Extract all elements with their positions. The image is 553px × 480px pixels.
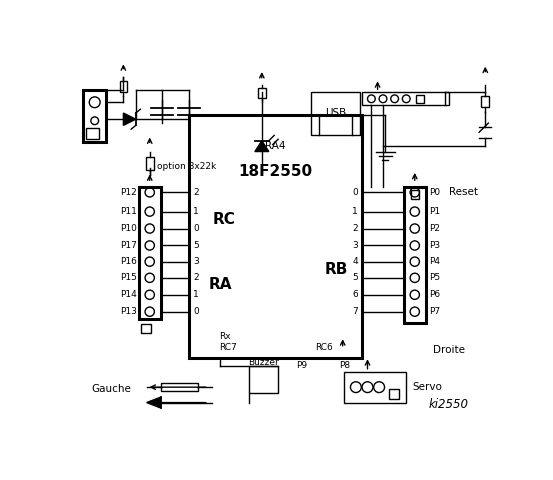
Bar [416, 96, 424, 103]
Text: USB: USB [325, 108, 346, 119]
Text: 1: 1 [193, 207, 199, 216]
Text: Reset: Reset [449, 187, 478, 197]
Bar [345, 372, 406, 403]
Text: Droite: Droite [433, 345, 465, 355]
Text: P16: P16 [119, 257, 137, 266]
Bar [404, 187, 426, 323]
Text: option 8x22k: option 8x22k [158, 162, 217, 171]
Text: 5: 5 [193, 241, 199, 250]
Bar [86, 129, 98, 139]
Text: RB: RB [325, 262, 348, 277]
Bar [362, 92, 449, 105]
Text: P14: P14 [120, 290, 137, 299]
Text: 1: 1 [193, 290, 199, 299]
Text: RC: RC [212, 212, 236, 227]
Bar [83, 90, 106, 142]
Bar [141, 324, 150, 333]
Polygon shape [255, 141, 269, 152]
Text: 0: 0 [352, 188, 358, 197]
Text: RC7: RC7 [218, 343, 237, 352]
Text: 2: 2 [193, 273, 199, 282]
Bar [189, 115, 362, 358]
Text: 0: 0 [193, 307, 199, 316]
Text: 1: 1 [352, 207, 358, 216]
Bar [146, 156, 154, 169]
Text: Servo: Servo [413, 382, 442, 392]
Text: RA4: RA4 [265, 141, 286, 151]
Text: P9: P9 [296, 361, 307, 370]
Text: P4: P4 [429, 257, 440, 266]
Text: P10: P10 [119, 224, 137, 233]
Text: P8: P8 [338, 361, 350, 370]
Text: 3: 3 [193, 257, 199, 266]
Bar [482, 96, 489, 107]
Text: ki2550: ki2550 [429, 397, 469, 410]
Bar [258, 88, 265, 98]
Text: 2: 2 [353, 224, 358, 233]
Text: 4: 4 [353, 257, 358, 266]
Text: P2: P2 [429, 224, 440, 233]
Text: 18F2550: 18F2550 [238, 164, 313, 179]
Bar [161, 384, 198, 391]
Text: 5: 5 [352, 273, 358, 282]
Text: 2: 2 [193, 188, 199, 197]
Text: P1: P1 [429, 207, 440, 216]
Text: P12: P12 [120, 188, 137, 197]
Text: P5: P5 [429, 273, 440, 282]
Bar [139, 187, 160, 319]
Bar [389, 389, 399, 399]
Bar [249, 366, 278, 393]
Text: RC6: RC6 [315, 343, 332, 352]
Text: P6: P6 [429, 290, 440, 299]
Text: P11: P11 [119, 207, 137, 216]
Text: P3: P3 [429, 241, 440, 250]
Bar [119, 81, 127, 92]
Bar [411, 190, 419, 199]
Text: 0: 0 [193, 224, 199, 233]
Text: 7: 7 [352, 307, 358, 316]
Polygon shape [123, 113, 136, 125]
Text: P15: P15 [119, 273, 137, 282]
Text: P7: P7 [429, 307, 440, 316]
Text: Rx: Rx [218, 332, 231, 341]
Bar [311, 92, 360, 134]
Text: 6: 6 [352, 290, 358, 299]
Text: RA: RA [208, 277, 232, 292]
Text: Buzzer: Buzzer [248, 358, 279, 367]
Text: P13: P13 [119, 307, 137, 316]
Polygon shape [147, 397, 160, 408]
Text: P0: P0 [429, 188, 440, 197]
Text: Gauche: Gauche [92, 384, 132, 394]
Text: 3: 3 [352, 241, 358, 250]
Text: P17: P17 [119, 241, 137, 250]
